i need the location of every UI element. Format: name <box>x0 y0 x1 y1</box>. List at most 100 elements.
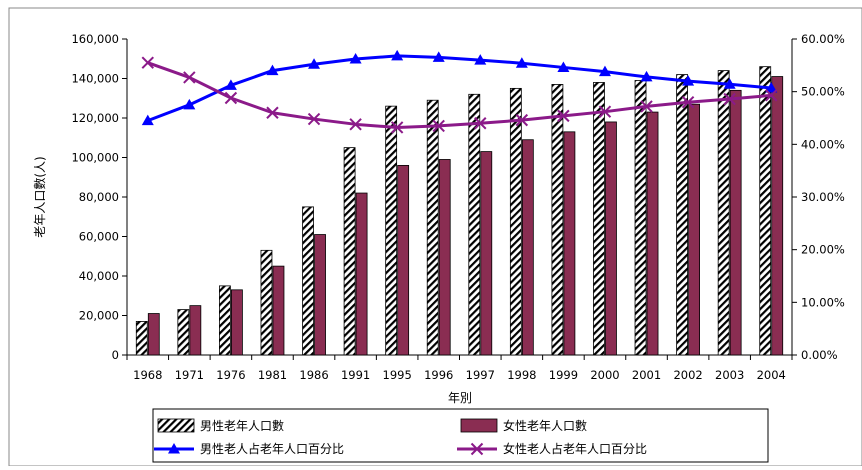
y-tick-label: 20,000 <box>79 309 119 323</box>
bar <box>177 309 190 356</box>
point <box>598 105 612 118</box>
point <box>224 79 237 90</box>
y-axis-title: 老年人口數(人) <box>33 156 47 237</box>
point <box>168 443 180 454</box>
x-tick-label: 1999 <box>549 368 578 382</box>
point <box>474 117 487 130</box>
bar <box>551 84 564 356</box>
x-tick-label: 1981 <box>258 368 287 382</box>
x-tick-label: 2003 <box>715 368 744 382</box>
bar <box>646 111 659 356</box>
bar <box>521 139 534 356</box>
legend-item: 女性老人占老年人口百分比 <box>457 441 647 456</box>
point <box>349 118 362 131</box>
series-line <box>147 61 772 129</box>
y-tick-label: 120,000 <box>71 111 119 125</box>
bar <box>314 234 326 356</box>
x-tick-label: 1991 <box>341 368 370 382</box>
bar <box>302 206 314 356</box>
bar <box>480 151 493 356</box>
x-tick-label: 1996 <box>424 368 453 382</box>
x-tick-label: 1997 <box>466 368 495 382</box>
y-tick-label: 80,000 <box>79 190 119 204</box>
legend-label: 女性老人占老年人口百分比 <box>503 441 647 456</box>
bar <box>147 313 160 356</box>
y-tick-label: 40,000 <box>79 269 119 283</box>
y2-tick-label: 0.00% <box>801 348 838 362</box>
lines <box>141 49 778 134</box>
point <box>224 91 238 105</box>
y-tick-label: 160,000 <box>71 32 119 46</box>
bar <box>759 66 772 356</box>
y2-axis-ticks: 0.00% 10.00% 20.00% 30.00% 40.00% 50.00% 60.00… <box>792 32 845 362</box>
y2-tick-label: 60.00% <box>801 32 845 46</box>
x-tick-label: 1971 <box>175 368 204 382</box>
bar <box>397 164 410 356</box>
legend-box <box>152 408 769 463</box>
x-tick-label: 1976 <box>216 368 245 382</box>
bar <box>343 147 356 356</box>
x-tick-label: 2001 <box>632 368 661 382</box>
legend-item: 女性老年人口數 <box>460 418 587 433</box>
legend-label: 男性老人占老年人口百分比 <box>200 441 344 456</box>
point <box>266 106 279 119</box>
bar <box>219 285 231 356</box>
bar <box>717 70 730 356</box>
x-tick-label: 2004 <box>757 368 786 382</box>
point <box>266 64 279 76</box>
y-tick-label: 140,000 <box>71 72 119 86</box>
bar <box>509 87 522 356</box>
point <box>390 121 404 134</box>
x-tick-label: 1986 <box>299 368 328 382</box>
legend-label: 女性老年人口數 <box>503 418 587 433</box>
y-tick-label: 60,000 <box>79 230 119 244</box>
bars <box>135 66 784 356</box>
x-tick-label: 2000 <box>590 368 619 382</box>
point <box>141 114 154 126</box>
y2-tick-label: 10.00% <box>801 295 845 309</box>
bar <box>135 321 148 356</box>
y-tick-label: 100,000 <box>71 151 119 165</box>
point <box>349 53 362 64</box>
point <box>557 109 570 123</box>
y-axis-ticks: 0 20,000 40,000 60,000 80,000 100,000 120,000 1… <box>71 32 127 362</box>
legend-swatch <box>157 418 195 433</box>
point <box>515 113 529 127</box>
x-axis-title: 年別 <box>448 391 472 405</box>
point <box>681 95 695 109</box>
x-tick-label: 1995 <box>383 368 412 382</box>
y2-tick-label: 50.00% <box>801 85 845 99</box>
bar <box>634 80 647 356</box>
legend-swatch <box>460 418 498 433</box>
point <box>515 57 528 68</box>
bar <box>605 121 617 356</box>
bar <box>593 82 605 356</box>
x-tick-label: 1968 <box>133 368 162 382</box>
x-axis-ticks: 1968 1971 1976 1981 1986 1991 1995 1996 1997 1998… <box>126 355 793 382</box>
bar <box>260 249 273 356</box>
legend-item: 男性老人占老年人口百分比 <box>154 441 344 456</box>
bar <box>688 103 700 356</box>
bar <box>189 305 202 356</box>
bar <box>231 289 243 356</box>
bar <box>438 159 451 356</box>
point <box>391 49 404 61</box>
point <box>474 54 487 65</box>
bar <box>676 74 688 356</box>
point <box>308 58 321 69</box>
point <box>765 81 778 93</box>
y2-tick-label: 20.00% <box>801 243 845 257</box>
point <box>183 71 196 84</box>
x-tick-label: 1998 <box>507 368 536 382</box>
point <box>183 98 196 110</box>
point <box>765 89 778 102</box>
legend-item: 男性老年人口數 <box>157 418 284 433</box>
bar <box>385 105 398 356</box>
bar <box>563 131 576 356</box>
bar <box>272 265 285 356</box>
legend-label: 男性老年人口數 <box>200 419 284 433</box>
point <box>557 61 570 72</box>
point <box>307 112 321 126</box>
